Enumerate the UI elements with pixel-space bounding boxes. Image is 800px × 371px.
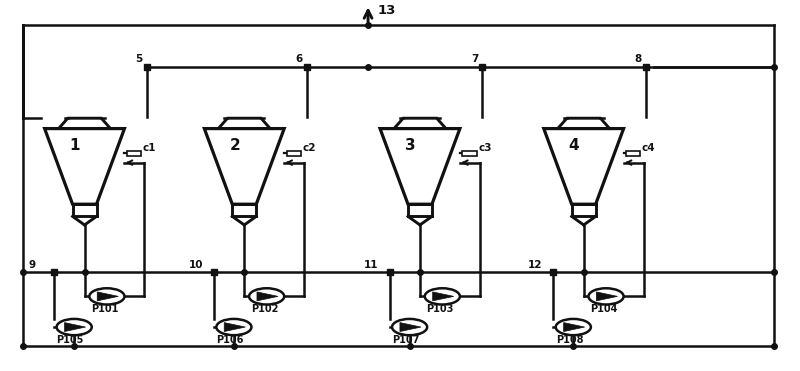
Text: P101: P101: [91, 304, 118, 314]
Text: c2: c2: [302, 143, 316, 153]
Text: 10: 10: [188, 260, 203, 270]
Text: 9: 9: [29, 260, 36, 270]
Bar: [286, 151, 301, 156]
Text: 7: 7: [471, 54, 478, 64]
Text: P102: P102: [250, 304, 278, 314]
Text: 5: 5: [136, 54, 143, 64]
Text: P104: P104: [590, 304, 618, 314]
Bar: [127, 151, 142, 156]
Text: 8: 8: [634, 54, 642, 64]
Polygon shape: [564, 323, 585, 332]
Polygon shape: [433, 292, 454, 301]
Polygon shape: [596, 292, 618, 301]
Text: 13: 13: [378, 4, 396, 17]
Text: P108: P108: [556, 335, 583, 345]
Text: 4: 4: [569, 138, 579, 153]
Polygon shape: [98, 292, 118, 301]
Bar: [626, 151, 640, 156]
Circle shape: [57, 319, 92, 335]
Text: 11: 11: [364, 260, 378, 270]
Polygon shape: [400, 323, 421, 332]
Text: 1: 1: [70, 138, 80, 153]
Circle shape: [90, 288, 125, 305]
Text: P105: P105: [57, 335, 84, 345]
Text: P106: P106: [216, 335, 244, 345]
Text: c3: c3: [478, 143, 492, 153]
Circle shape: [556, 319, 591, 335]
Polygon shape: [224, 323, 246, 332]
Circle shape: [392, 319, 427, 335]
Text: P103: P103: [426, 304, 454, 314]
Text: 2: 2: [230, 138, 240, 153]
Text: c4: c4: [642, 143, 656, 153]
Polygon shape: [65, 323, 86, 332]
Bar: [462, 151, 477, 156]
Text: c1: c1: [143, 143, 156, 153]
Circle shape: [216, 319, 251, 335]
Polygon shape: [257, 292, 278, 301]
Text: 3: 3: [405, 138, 416, 153]
Circle shape: [249, 288, 284, 305]
Text: 12: 12: [528, 260, 542, 270]
Circle shape: [589, 288, 624, 305]
Text: P107: P107: [392, 335, 419, 345]
Circle shape: [425, 288, 460, 305]
Text: 6: 6: [295, 54, 302, 64]
